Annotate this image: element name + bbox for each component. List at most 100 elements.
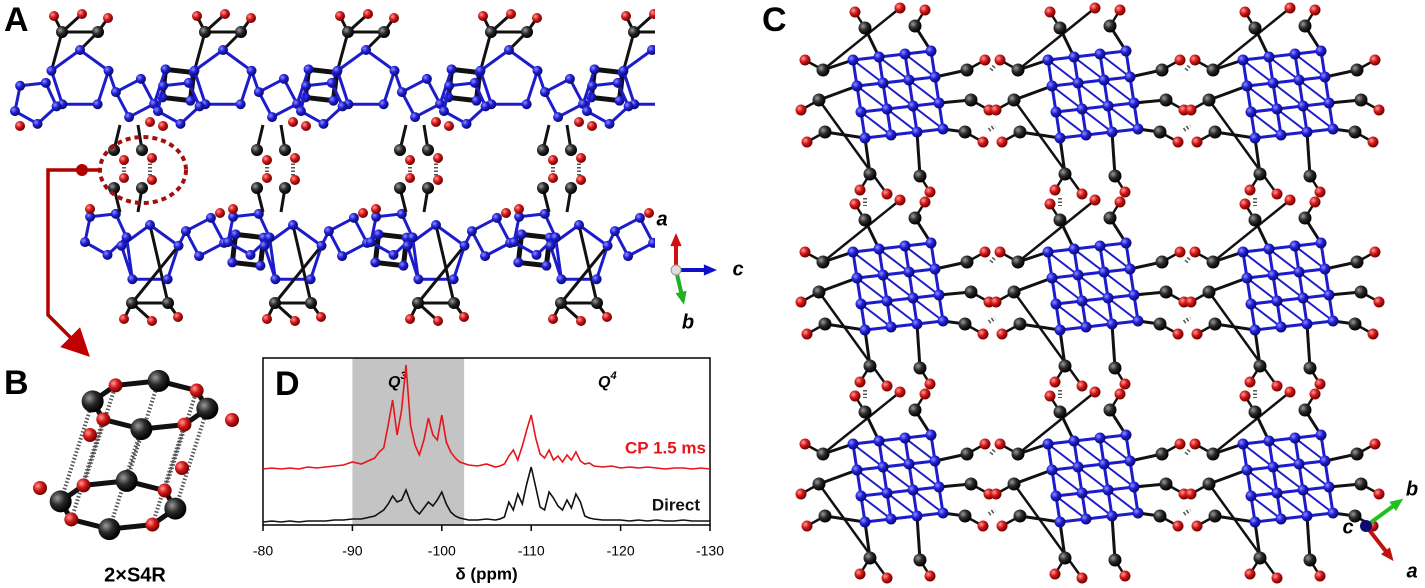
atom: [873, 51, 885, 63]
atom: [1119, 378, 1131, 390]
atom: [337, 101, 348, 112]
x-tick-label: -130: [696, 543, 724, 559]
atom: [358, 208, 368, 218]
bond: [738, 69, 766, 72]
bond: [1298, 271, 1330, 296]
spectrum-line: [262, 466, 710, 523]
atom: [859, 132, 871, 144]
panel-label: D: [275, 365, 300, 403]
atom: [964, 477, 978, 491]
atom: [485, 26, 497, 38]
axis-label: b: [1406, 478, 1418, 500]
atom: [1239, 6, 1251, 18]
atom: [1155, 255, 1169, 269]
atom: [1191, 328, 1203, 340]
atom: [532, 13, 542, 23]
atom: [1189, 246, 1201, 258]
atom: [574, 117, 584, 127]
atom: [328, 95, 339, 106]
atom: [98, 518, 121, 541]
atom: [881, 295, 893, 307]
bond: [670, 71, 681, 105]
bond: [665, 234, 693, 237]
atom: [1102, 100, 1114, 112]
atom: [405, 314, 415, 324]
bond: [1212, 199, 1291, 263]
bond: [1099, 245, 1131, 270]
atom: [1042, 438, 1054, 450]
bond: [622, 70, 636, 105]
atom: [1108, 169, 1122, 183]
bond: [1208, 468, 1248, 486]
atom: [475, 65, 486, 76]
atom: [1013, 317, 1027, 331]
atom: [649, 9, 655, 19]
atom: [1076, 295, 1088, 307]
bond: [336, 31, 350, 72]
atom: [1103, 403, 1117, 417]
atom: [612, 77, 623, 88]
atom: [448, 297, 460, 309]
atom: [708, 74, 718, 84]
x-tick-label: -80: [253, 543, 273, 559]
atom: [873, 243, 885, 255]
atom: [15, 80, 26, 91]
atom: [1271, 487, 1283, 499]
atom: [1248, 21, 1262, 35]
atom: [371, 204, 381, 214]
bond: [1268, 248, 1300, 273]
atom: [1119, 186, 1131, 198]
bond: [818, 468, 858, 486]
atom: [1245, 298, 1257, 310]
atom: [1369, 54, 1381, 66]
atom: [1058, 167, 1072, 181]
bond: [822, 199, 901, 263]
atom: [124, 112, 135, 123]
atom: [1098, 458, 1110, 470]
atom: [996, 520, 1008, 532]
bond: [382, 70, 396, 105]
bond: [1294, 245, 1326, 270]
atom: [413, 274, 424, 285]
atom: [858, 21, 872, 35]
atom: [433, 316, 443, 326]
bond: [882, 466, 914, 491]
atom: [1327, 315, 1339, 327]
atom: [126, 297, 138, 309]
atom: [175, 118, 186, 129]
atom: [199, 26, 211, 38]
h-bond: [989, 255, 997, 264]
bond: [239, 70, 253, 105]
atom: [220, 9, 230, 19]
atom: [1042, 54, 1054, 66]
bond: [908, 463, 940, 488]
atom: [1011, 63, 1025, 77]
atom: [189, 383, 204, 398]
atom: [466, 226, 477, 237]
atom: [761, 68, 771, 78]
atom: [964, 93, 978, 107]
atom: [899, 432, 911, 444]
atom: [1263, 435, 1275, 447]
atom: [1263, 51, 1275, 63]
atom: [1315, 237, 1327, 249]
atom: [602, 312, 612, 322]
atom: [402, 240, 413, 251]
bond: [1047, 443, 1079, 468]
atom: [925, 429, 937, 441]
bond: [1017, 7, 1096, 71]
atom: [185, 95, 196, 106]
atom: [1348, 317, 1362, 331]
bond: [1305, 515, 1312, 561]
atom: [996, 136, 1008, 148]
atom: [851, 80, 863, 92]
atom: [537, 144, 549, 156]
atom: [130, 418, 153, 441]
atom: [688, 233, 698, 243]
atom: [1206, 63, 1220, 77]
bond: [1081, 300, 1113, 325]
atom: [818, 125, 832, 139]
atom: [1208, 125, 1222, 139]
bond: [817, 291, 889, 387]
